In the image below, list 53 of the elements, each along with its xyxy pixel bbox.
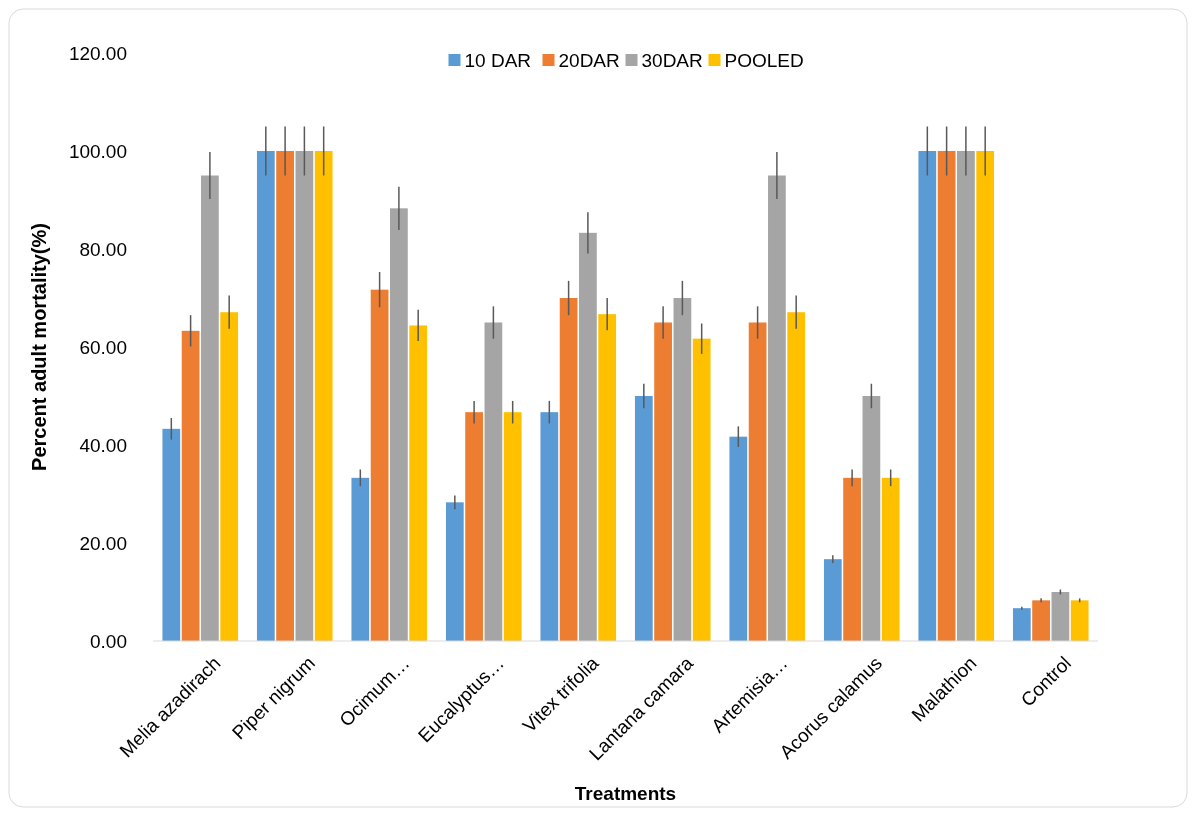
x-axis-title: Treatments <box>574 783 677 804</box>
bar <box>692 338 711 641</box>
y-tick-label: 60.00 <box>79 336 127 358</box>
bar <box>445 502 464 641</box>
bar <box>937 151 956 641</box>
bar <box>673 298 692 641</box>
bar <box>181 330 200 641</box>
bar <box>314 151 333 641</box>
bar <box>370 289 389 641</box>
bar <box>654 322 672 641</box>
bar <box>862 396 881 641</box>
bar <box>484 322 503 641</box>
bar <box>787 312 806 641</box>
legend-label: POOLED <box>724 49 804 71</box>
bar <box>276 151 294 641</box>
bar <box>598 314 617 641</box>
bar <box>465 412 483 641</box>
bar <box>1012 608 1031 641</box>
bar <box>540 412 559 641</box>
bar <box>1032 600 1050 641</box>
y-axis-title: Percent adult mortality(%) <box>28 223 50 471</box>
bar <box>220 312 239 641</box>
bar <box>768 175 786 641</box>
bar <box>162 428 181 641</box>
bar <box>729 436 748 641</box>
y-tick-label: 40.00 <box>79 434 127 456</box>
legend-label: 10 DAR <box>464 49 532 71</box>
legend-label: 30DAR <box>641 49 703 71</box>
y-tick-label: 20.00 <box>79 532 127 554</box>
bar <box>201 175 219 641</box>
bar <box>295 151 314 641</box>
y-tick-label: 80.00 <box>79 238 127 260</box>
legend-label: 20DAR <box>558 49 620 71</box>
y-tick-label: 120.00 <box>68 42 127 64</box>
bar <box>634 396 653 641</box>
bar <box>1051 592 1070 641</box>
bar <box>976 151 995 641</box>
bar <box>843 477 861 641</box>
bar <box>579 232 597 641</box>
y-tick-label: 100.00 <box>68 140 127 162</box>
y-tick-label: 0.00 <box>90 630 127 652</box>
bar <box>256 151 275 641</box>
bar <box>559 298 578 641</box>
bar <box>503 412 522 641</box>
bar <box>881 477 900 641</box>
bar <box>957 151 975 641</box>
bar <box>748 322 767 641</box>
bar <box>918 151 937 641</box>
bar <box>823 559 842 641</box>
bar <box>390 208 408 641</box>
bar <box>409 325 428 641</box>
bar <box>1070 600 1089 641</box>
bar <box>351 477 370 641</box>
